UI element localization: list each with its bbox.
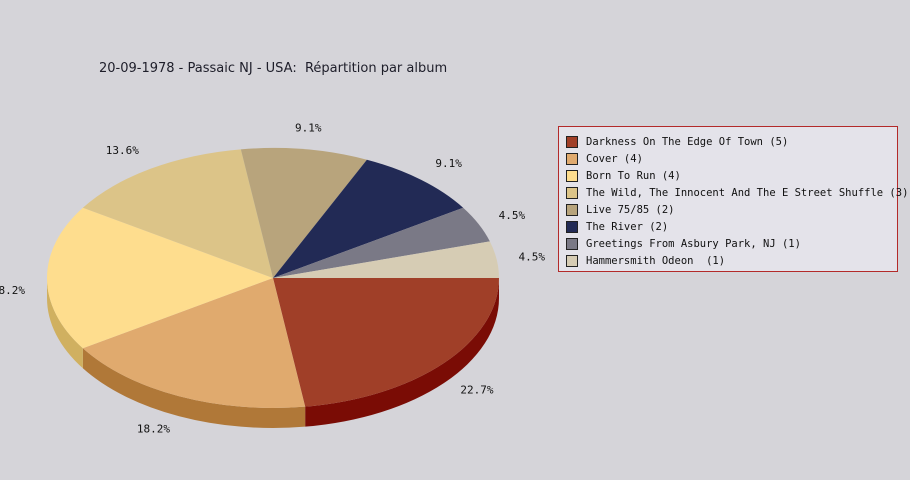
legend-swatch xyxy=(566,152,578,165)
chart-legend: Darkness On The Edge Of Town (5) Cover (4… xyxy=(558,126,908,272)
pie-label-live-75-85: 9.1% xyxy=(295,122,322,135)
legend-label: Greetings From Asbury Park, NJ (1) xyxy=(586,237,801,250)
pie-slice-hammersmith-odeon xyxy=(273,241,499,278)
pie-side-cover xyxy=(82,348,306,428)
legend-item-greetings-from-asbury-park-nj: Greetings From Asbury Park, NJ (1) xyxy=(559,235,897,252)
pie-slice-born-to-run xyxy=(47,207,273,349)
legend-label: Cover (4) xyxy=(586,152,643,165)
pie-label-the-river: 9.1% xyxy=(435,157,462,170)
pie-side-darkness-on-the-edge-of-town xyxy=(305,278,499,427)
pie-side-born-to-run xyxy=(47,278,83,369)
legend-swatch xyxy=(566,254,578,267)
legend-item-the-wild-the-innocent-and-the-e-street-shuffle: The Wild, The Innocent And The E Street … xyxy=(559,184,908,201)
pie-slice-the-river xyxy=(273,159,464,278)
pie-label-darkness-on-the-edge-of-town: 22.7% xyxy=(460,384,493,397)
legend-item-born-to-run: Born To Run (4) xyxy=(559,167,897,184)
pie-depth-layer xyxy=(47,278,499,428)
legend-swatch xyxy=(566,203,578,216)
pie-slice-cover xyxy=(82,278,306,408)
pie-top-layer xyxy=(47,147,499,408)
pie-label-hammersmith-odeon: 4.5% xyxy=(518,250,545,263)
legend-item-darkness-on-the-edge-of-town: Darkness On The Edge Of Town (5) xyxy=(559,133,897,150)
legend-item-hammersmith-odeon: Hammersmith Odeon (1) xyxy=(559,252,897,269)
pie-slice-the-wild-the-innocent-and-the-e-street-shuffle xyxy=(82,149,273,278)
legend-item-live-75-85: Live 75/85 (2) xyxy=(559,201,897,218)
legend-label: The River (2) xyxy=(586,220,669,233)
pie-labels-layer: 22.7% 18.2% 18.2% 13.6% 9.1% 9.1% 4.5% 4.5% xyxy=(0,122,545,436)
pie-slice-live-75-85 xyxy=(240,147,367,278)
legend-swatch xyxy=(566,186,578,199)
legend-label: Born To Run (4) xyxy=(586,169,681,182)
pie-slice-greetings-from-asbury-park-nj xyxy=(273,207,490,278)
legend-swatch xyxy=(566,237,578,250)
pie-label-cover: 18.2% xyxy=(137,422,170,435)
legend-label: The Wild, The Innocent And The E Street … xyxy=(586,186,909,199)
legend-item-cover: Cover (4) xyxy=(559,150,897,167)
legend-label: Hammersmith Odeon (1) xyxy=(586,254,726,267)
legend-swatch xyxy=(566,169,578,182)
pie-slice-darkness-on-the-edge-of-town xyxy=(273,278,499,407)
pie-label-greetings-from-asbury-park-nj: 4.5% xyxy=(499,209,526,222)
pie-label-the-wild-the-innocent-and-the-e-street-shuffle: 13.6% xyxy=(106,144,139,157)
pie-label-born-to-run: 18.2% xyxy=(0,284,25,297)
chart-title: 20-09-1978 - Passaic NJ - USA: Répartiti… xyxy=(99,61,448,76)
legend-swatch xyxy=(566,220,578,233)
legend-label: Live 75/85 (2) xyxy=(586,203,675,216)
legend-label: Darkness On The Edge Of Town (5) xyxy=(586,135,789,148)
legend-swatch xyxy=(566,135,578,148)
legend-item-the-river: The River (2) xyxy=(559,218,897,235)
